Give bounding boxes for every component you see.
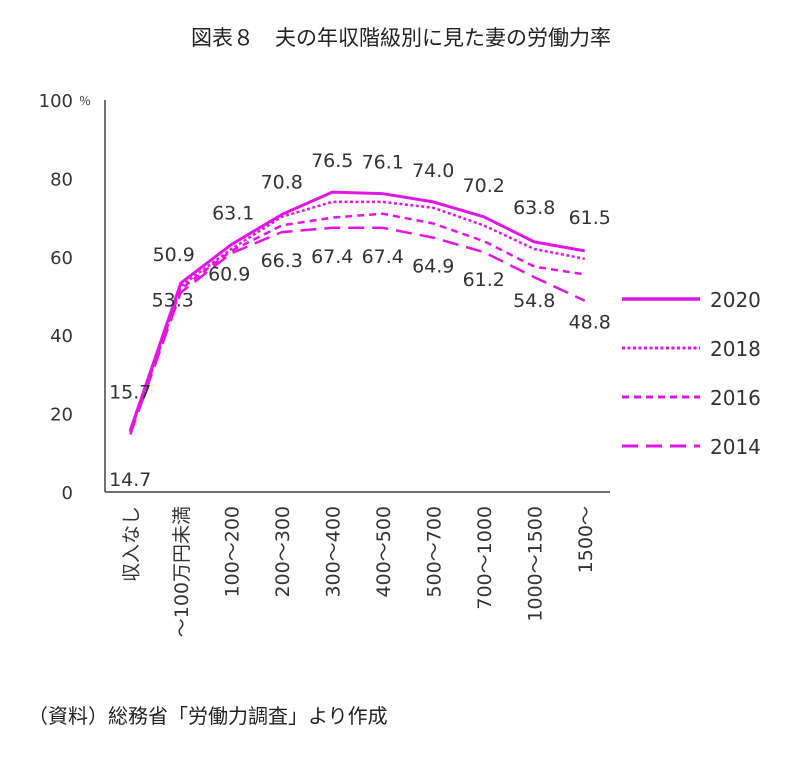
data-label: 67.4 — [311, 246, 353, 268]
y-tick-label: 20 — [50, 405, 73, 426]
y-tick-label: 100 — [39, 91, 73, 112]
series-line-2020 — [128, 190, 586, 431]
data-label: 70.8 — [261, 171, 303, 193]
x-tick-label: 1500～ — [575, 506, 597, 573]
data-label: 76.5 — [311, 150, 353, 172]
data-label: 64.9 — [412, 256, 454, 278]
y-tick-label: 0 — [62, 483, 73, 504]
x-tick-label: 700～1000 — [474, 506, 496, 610]
data-label: 70.2 — [463, 175, 505, 197]
legend: 2020 2018 2016 2014 — [622, 288, 761, 459]
data-label: 66.3 — [261, 250, 303, 272]
chart-title: 図表８ 夫の年収階級別に見た妻の労働力率 — [191, 26, 611, 50]
data-label: 74.0 — [412, 160, 454, 182]
x-tick-label: 100～200 — [221, 506, 243, 598]
x-tick-label: 300～400 — [322, 506, 344, 598]
x-tick-label: ～100万円未満 — [171, 506, 193, 637]
y-tick-label: 80 — [50, 169, 73, 190]
x-tick-label: 400～500 — [373, 506, 395, 598]
legend-label: 2016 — [710, 386, 761, 410]
series-line-2014 — [129, 226, 586, 435]
data-label: 76.1 — [362, 152, 404, 174]
data-label: 14.7 — [109, 469, 151, 491]
data-label: 54.8 — [513, 290, 555, 312]
legend-label: 2014 — [710, 435, 761, 459]
legend-label: 2020 — [710, 288, 761, 312]
data-label: 48.8 — [569, 312, 611, 334]
data-label: 63.1 — [212, 203, 254, 225]
x-tick-label: 500～700 — [423, 506, 445, 598]
x-tick-label: 1000～1500 — [524, 506, 546, 622]
data-label: 67.4 — [362, 246, 404, 268]
series-line-2016 — [129, 212, 585, 433]
axes: 0 20 40 60 80 100 ％ 収入なし ～100万円未満 100～200 200～300 3… — [39, 91, 610, 637]
data-label: 15.7 — [109, 381, 151, 403]
legend-label: 2018 — [710, 337, 761, 361]
y-tick-label: 60 — [50, 248, 73, 269]
source-note: （資料）総務省「労働力調査」より作成 — [28, 704, 388, 728]
data-label: 61.5 — [569, 207, 611, 229]
data-label: 50.9 — [153, 244, 195, 266]
series-line-2018 — [129, 200, 586, 432]
data-labels: 15.7 50.9 63.1 70.8 76.5 76.1 74.0 70.2 63.8 61.5… — [109, 150, 611, 491]
data-label: 53.3 — [152, 289, 194, 311]
series-lines — [128, 190, 586, 435]
data-label: 63.8 — [513, 197, 555, 219]
chart-area: 0 20 40 60 80 100 ％ 収入なし ～100万円未満 100～200 200～300 3… — [39, 91, 761, 637]
x-tick-label: 収入なし — [120, 506, 142, 582]
y-tick-label: 40 — [50, 326, 73, 347]
data-label: 61.2 — [463, 269, 505, 291]
y-unit-label: ％ — [79, 94, 91, 108]
data-label: 60.9 — [208, 263, 250, 285]
x-tick-label: 200～300 — [272, 506, 294, 598]
